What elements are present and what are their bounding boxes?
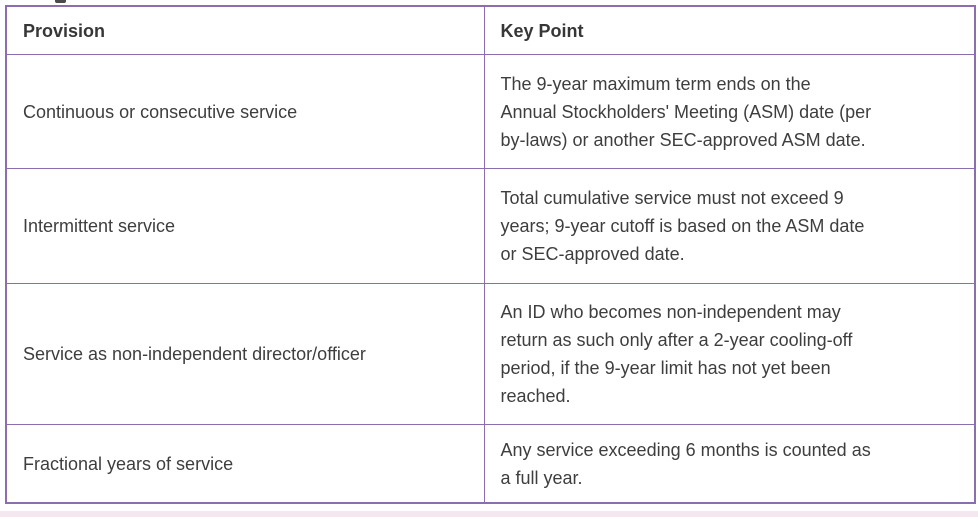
- key-point-cell: The 9-year maximum term ends on the Annu…: [483, 54, 976, 169]
- table-row: Fractional years of service Any service …: [5, 424, 976, 504]
- provision-key-point-table: Provision Key Point Continuous or consec…: [5, 5, 976, 504]
- table-row: Continuous or consecutive service The 9-…: [5, 54, 976, 169]
- column-header-provision: Provision: [5, 5, 485, 55]
- provision-cell: Fractional years of service: [5, 424, 485, 504]
- provision-cell: Intermittent service: [5, 168, 485, 284]
- key-point-cell: An ID who becomes non-independent may re…: [483, 283, 976, 425]
- provision-cell: Service as non-independent director/offi…: [5, 283, 485, 425]
- cropped-text-remnant: [55, 0, 66, 3]
- key-point-cell: Total cumulative service must not exceed…: [483, 168, 976, 284]
- cropped-next-element-strip: [0, 511, 978, 517]
- table-header-row: Provision Key Point: [5, 5, 976, 55]
- column-header-key-point: Key Point: [483, 5, 976, 55]
- key-point-cell: Any service exceeding 6 months is counte…: [483, 424, 976, 504]
- table-row: Intermittent service Total cumulative se…: [5, 168, 976, 284]
- provision-cell: Continuous or consecutive service: [5, 54, 485, 169]
- table-row: Service as non-independent director/offi…: [5, 283, 976, 425]
